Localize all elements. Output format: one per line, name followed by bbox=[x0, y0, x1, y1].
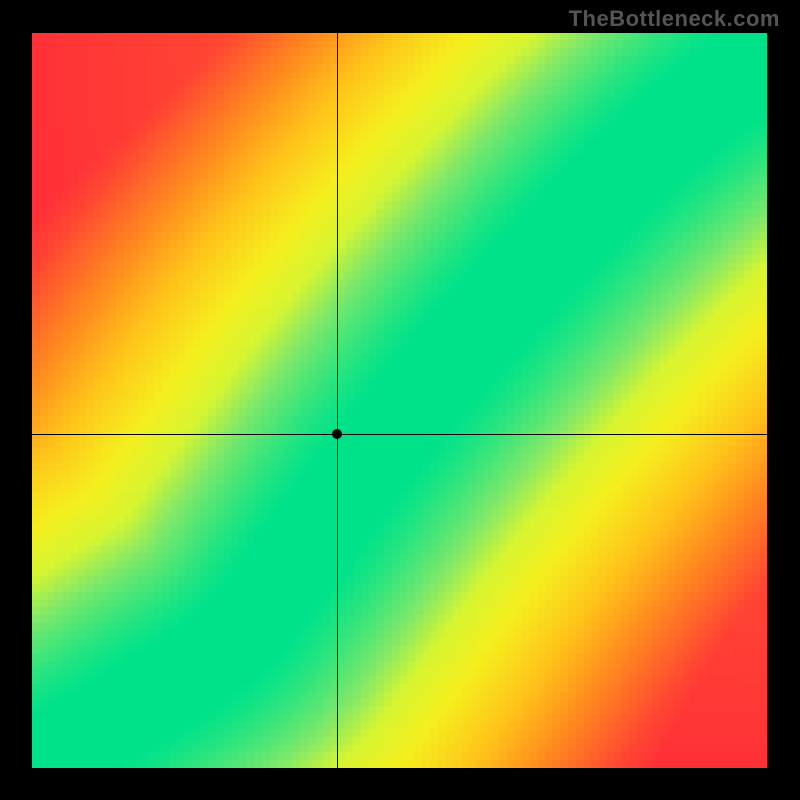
crosshair-marker bbox=[332, 429, 342, 439]
watermark-text: TheBottleneck.com bbox=[569, 6, 780, 32]
heatmap-canvas bbox=[32, 33, 767, 768]
chart-container: TheBottleneck.com bbox=[0, 0, 800, 800]
crosshair-horizontal bbox=[32, 434, 767, 435]
plot-area bbox=[32, 33, 767, 768]
crosshair-vertical bbox=[337, 33, 338, 768]
